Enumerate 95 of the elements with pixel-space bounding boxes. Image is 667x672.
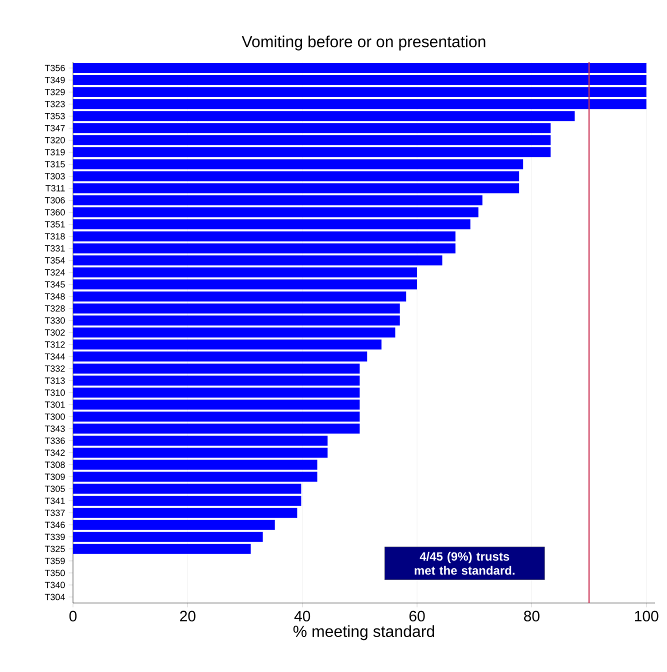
- y-tick-label: T331: [44, 245, 65, 252]
- y-tick-label: T328: [44, 305, 65, 312]
- bar: [73, 472, 318, 482]
- bar: [73, 267, 418, 278]
- y-tick-label: T313: [44, 377, 65, 384]
- y-tick-label: T337: [44, 510, 65, 516]
- bar: [73, 376, 360, 386]
- y-tick-label: T354: [44, 257, 65, 264]
- x-tick-label: 100: [635, 610, 658, 622]
- y-tick-label: T348: [44, 293, 65, 300]
- y-tick-label: T312: [44, 341, 65, 348]
- chart-title: Vomiting before or on presentation: [242, 36, 486, 50]
- y-tick-label: T345: [44, 281, 65, 288]
- y-tick-label: T332: [44, 365, 65, 372]
- bar: [73, 87, 646, 98]
- bar: [73, 111, 575, 122]
- bar: [73, 183, 520, 194]
- x-axis-title: % meeting standard: [293, 625, 434, 640]
- bar: [73, 520, 275, 530]
- y-tick-label: T349: [44, 76, 65, 84]
- y-tick-label: T309: [44, 474, 65, 480]
- bar: [73, 159, 524, 170]
- y-tick-label: T320: [44, 136, 65, 144]
- x-tick-label: 20: [180, 610, 196, 622]
- bar: [73, 135, 551, 146]
- bar: [73, 364, 360, 374]
- y-tick-label: T347: [44, 124, 65, 132]
- y-tick-label: T356: [44, 64, 65, 72]
- y-tick-label: T310: [44, 389, 65, 396]
- y-tick-label: T306: [44, 197, 65, 204]
- bar: [73, 231, 456, 242]
- bar: [73, 147, 551, 158]
- y-tick-label: T324: [44, 269, 65, 276]
- y-tick-label: T336: [44, 438, 65, 444]
- bar: [73, 340, 382, 350]
- y-tick-label: T303: [44, 173, 65, 180]
- y-tick-label: T329: [44, 88, 65, 96]
- bar: [73, 484, 302, 494]
- y-tick-label: T350: [44, 570, 65, 576]
- bar: [73, 219, 470, 230]
- y-tick-label: T359: [44, 558, 65, 564]
- bar: [73, 448, 328, 458]
- y-tick-label: T346: [44, 522, 65, 528]
- bar: [73, 99, 646, 110]
- y-tick-label: T304: [44, 594, 65, 600]
- y-tick-label: T353: [44, 112, 65, 120]
- bar: [73, 315, 400, 326]
- bar: [73, 75, 646, 86]
- y-tick-label: T351: [44, 221, 65, 228]
- y-tick-label: T300: [44, 413, 65, 420]
- bar: [73, 460, 318, 470]
- bar: [73, 195, 482, 206]
- y-tick-label: T302: [44, 329, 65, 336]
- bar: [73, 508, 298, 518]
- bar: [73, 436, 328, 446]
- y-tick-label: T301: [44, 401, 65, 408]
- annotation: 4/45 (9%) trusts met the standard.: [414, 552, 514, 575]
- bar: [73, 424, 360, 434]
- bar: [73, 303, 400, 314]
- y-tick-label: T341: [44, 498, 65, 504]
- bar: [73, 207, 478, 218]
- bar: [73, 352, 368, 362]
- y-tick-label: T360: [44, 209, 65, 216]
- bar: [73, 243, 456, 254]
- y-tick-label: T325: [44, 546, 65, 552]
- x-tick-label: 0: [69, 610, 77, 622]
- y-tick-label: T344: [44, 353, 65, 360]
- bar: [73, 171, 520, 182]
- x-tick-label: 40: [294, 610, 310, 622]
- y-tick-label: T311: [46, 185, 65, 192]
- bar: [73, 279, 418, 290]
- bar: [73, 532, 263, 542]
- bar: [73, 496, 302, 506]
- y-tick-label: T319: [44, 148, 65, 156]
- y-tick-label: T330: [44, 317, 65, 324]
- y-tick-label: T308: [44, 462, 65, 468]
- bar: [73, 255, 442, 266]
- bar: [73, 328, 396, 338]
- y-tick-label: T340: [44, 582, 65, 588]
- bar: [73, 412, 360, 422]
- bar: [73, 123, 551, 134]
- bar: [73, 388, 360, 398]
- y-tick-label: T318: [44, 233, 65, 240]
- bar: [73, 63, 646, 74]
- bar: [73, 291, 406, 302]
- x-tick-label: 80: [524, 610, 540, 622]
- y-tick-label: T305: [44, 486, 65, 492]
- bar: [73, 400, 360, 410]
- y-tick-label: T323: [44, 100, 65, 108]
- bar: [73, 544, 251, 554]
- y-tick-label: T343: [44, 425, 65, 432]
- y-tick-label: T315: [44, 161, 65, 168]
- x-tick-label: 60: [409, 610, 425, 622]
- y-tick-label: T339: [44, 534, 65, 540]
- y-tick-label: T342: [44, 450, 65, 456]
